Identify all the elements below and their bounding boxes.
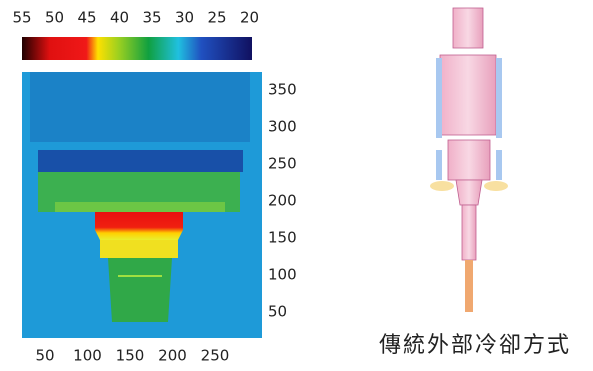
colorbar-tick-label: 55 xyxy=(12,9,31,27)
colorbar-tick-label: 40 xyxy=(110,9,129,27)
spindle-diagram xyxy=(430,8,508,312)
x-ticks: 50 100 150 200 250 xyxy=(35,347,229,365)
colorbar-tick-label: 35 xyxy=(142,9,161,27)
y-tick-label: 150 xyxy=(268,229,297,247)
colorbar-tick-label: 25 xyxy=(207,9,226,27)
y-ticks: 350 300 250 200 150 100 50 xyxy=(268,81,297,321)
page: 55 50 45 40 35 30 25 20 350 300 250 200 150 100 50 50… xyxy=(0,0,593,371)
x-tick-label: 250 xyxy=(201,347,230,365)
colorbar-tick-label: 30 xyxy=(175,9,194,27)
x-tick-label: 200 xyxy=(158,347,187,365)
y-tick-label: 50 xyxy=(268,303,287,321)
thermal-image xyxy=(22,72,262,338)
caption: 傳統外部冷卻方式 xyxy=(379,333,571,358)
x-tick-label: 50 xyxy=(35,347,54,365)
colorbar-tick-label: 45 xyxy=(77,9,96,27)
y-tick-label: 250 xyxy=(268,155,297,173)
colorbar-tick-label: 20 xyxy=(240,9,259,27)
colorbar xyxy=(22,37,252,60)
y-tick-label: 100 xyxy=(268,266,297,284)
colorbar-ticks: 55 50 45 40 35 30 25 20 xyxy=(12,9,259,27)
figure: 55 50 45 40 35 30 25 20 350 300 250 200 150 100 50 50… xyxy=(0,0,593,367)
y-tick-label: 350 xyxy=(268,81,297,99)
colorbar-tick-label: 50 xyxy=(45,9,64,27)
x-tick-label: 150 xyxy=(116,347,145,365)
x-tick-label: 100 xyxy=(73,347,102,365)
y-tick-label: 300 xyxy=(268,118,297,136)
y-tick-label: 200 xyxy=(268,192,297,210)
